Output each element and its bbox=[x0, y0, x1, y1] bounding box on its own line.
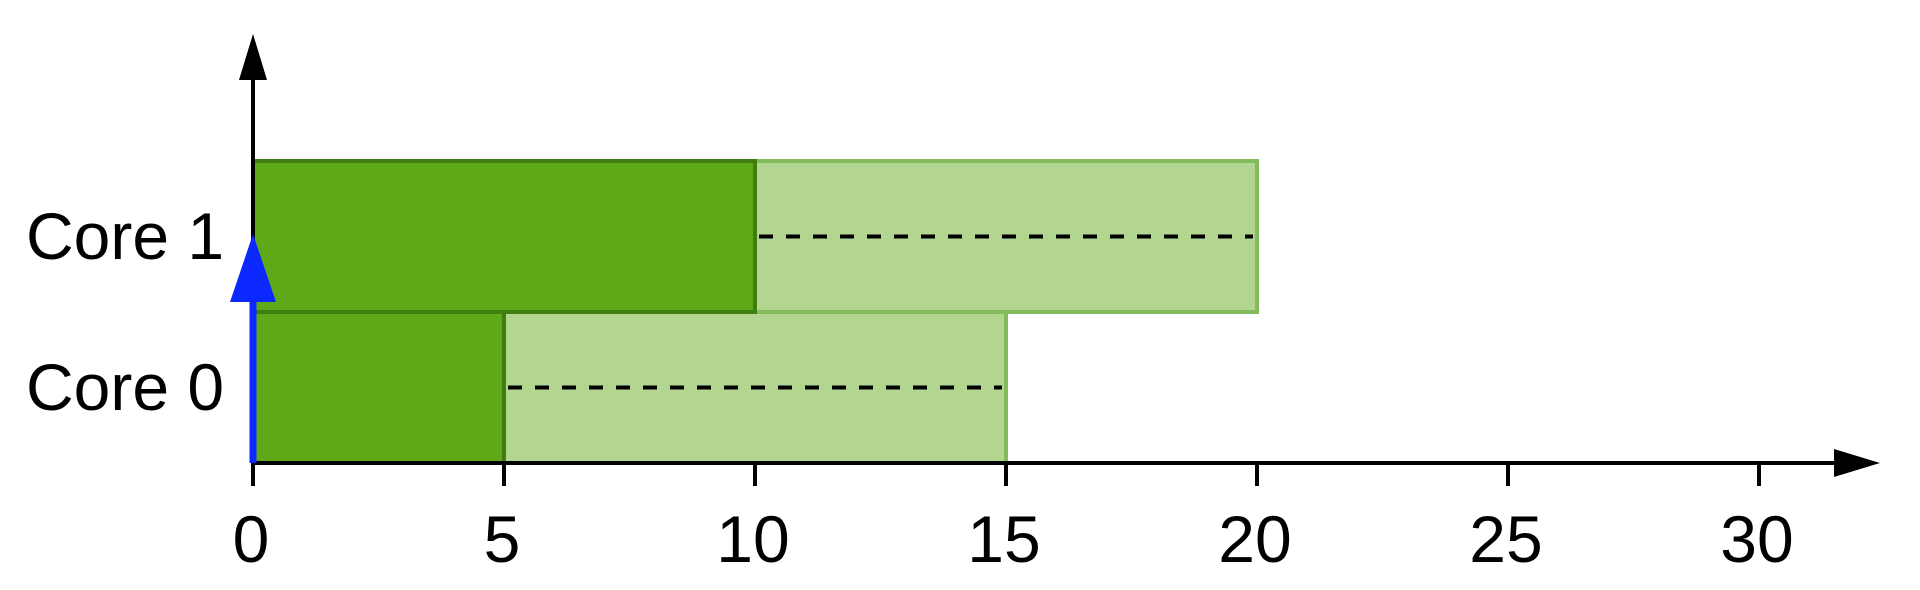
x-tick-label-20: 20 bbox=[1218, 502, 1291, 576]
row-label-core-0: Core 0 bbox=[26, 350, 224, 424]
x-tick-label-10: 10 bbox=[716, 502, 789, 576]
x-tick-label-5: 5 bbox=[484, 502, 521, 576]
x-axis-arrowhead bbox=[1834, 449, 1880, 477]
x-tick-label-0: 0 bbox=[233, 502, 270, 576]
y-axis-arrowhead bbox=[239, 34, 267, 80]
dash-layer bbox=[508, 234, 1253, 390]
x-tick-label-15: 15 bbox=[967, 502, 1040, 576]
x-tick-label-25: 25 bbox=[1469, 502, 1542, 576]
task-bar-core-1-0-10 bbox=[251, 159, 757, 314]
task-bar-core-0-0-5 bbox=[251, 310, 506, 465]
row-label-core-1: Core 1 bbox=[26, 199, 224, 273]
marker-arrowhead bbox=[230, 234, 276, 302]
bars-layer bbox=[251, 159, 1259, 465]
x-tick-label-30: 30 bbox=[1720, 502, 1793, 576]
marker-layer bbox=[230, 234, 276, 463]
